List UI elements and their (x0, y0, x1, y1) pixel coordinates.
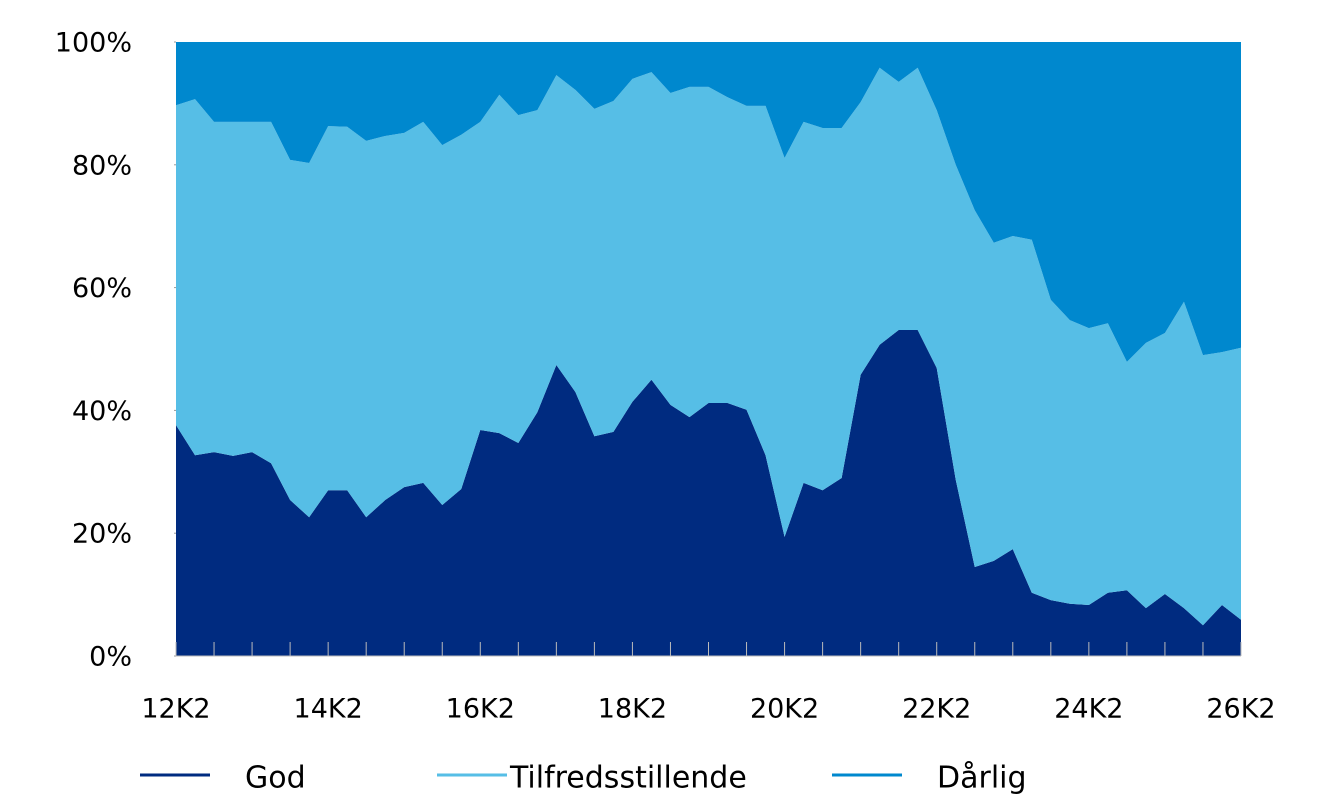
legend-label: Dårlig (937, 761, 1027, 796)
x-tick-label: 24K2 (1054, 694, 1123, 725)
x-tick-label: 22K2 (902, 694, 971, 725)
y-tick-label: 100% (55, 28, 132, 59)
y-tick-label: 80% (72, 150, 132, 181)
x-tick-label: 26K2 (1206, 694, 1275, 725)
area (176, 329, 1241, 656)
legend-label: Tilfredsstillende (509, 761, 747, 796)
area (176, 42, 1241, 362)
y-tick-label: 20% (72, 519, 132, 550)
area (176, 67, 1241, 626)
x-tick-label: 20K2 (750, 694, 819, 725)
x-tick-label: 12K2 (141, 694, 210, 725)
x-tick-label: 16K2 (446, 694, 515, 725)
x-tick-label: 18K2 (598, 694, 667, 725)
y-tick-label: 0% (89, 642, 132, 673)
x-tick-label: 14K2 (294, 694, 363, 725)
y-tick-label: 40% (72, 396, 132, 427)
y-tick-label: 60% (72, 273, 132, 304)
legend-label: God (245, 761, 306, 796)
